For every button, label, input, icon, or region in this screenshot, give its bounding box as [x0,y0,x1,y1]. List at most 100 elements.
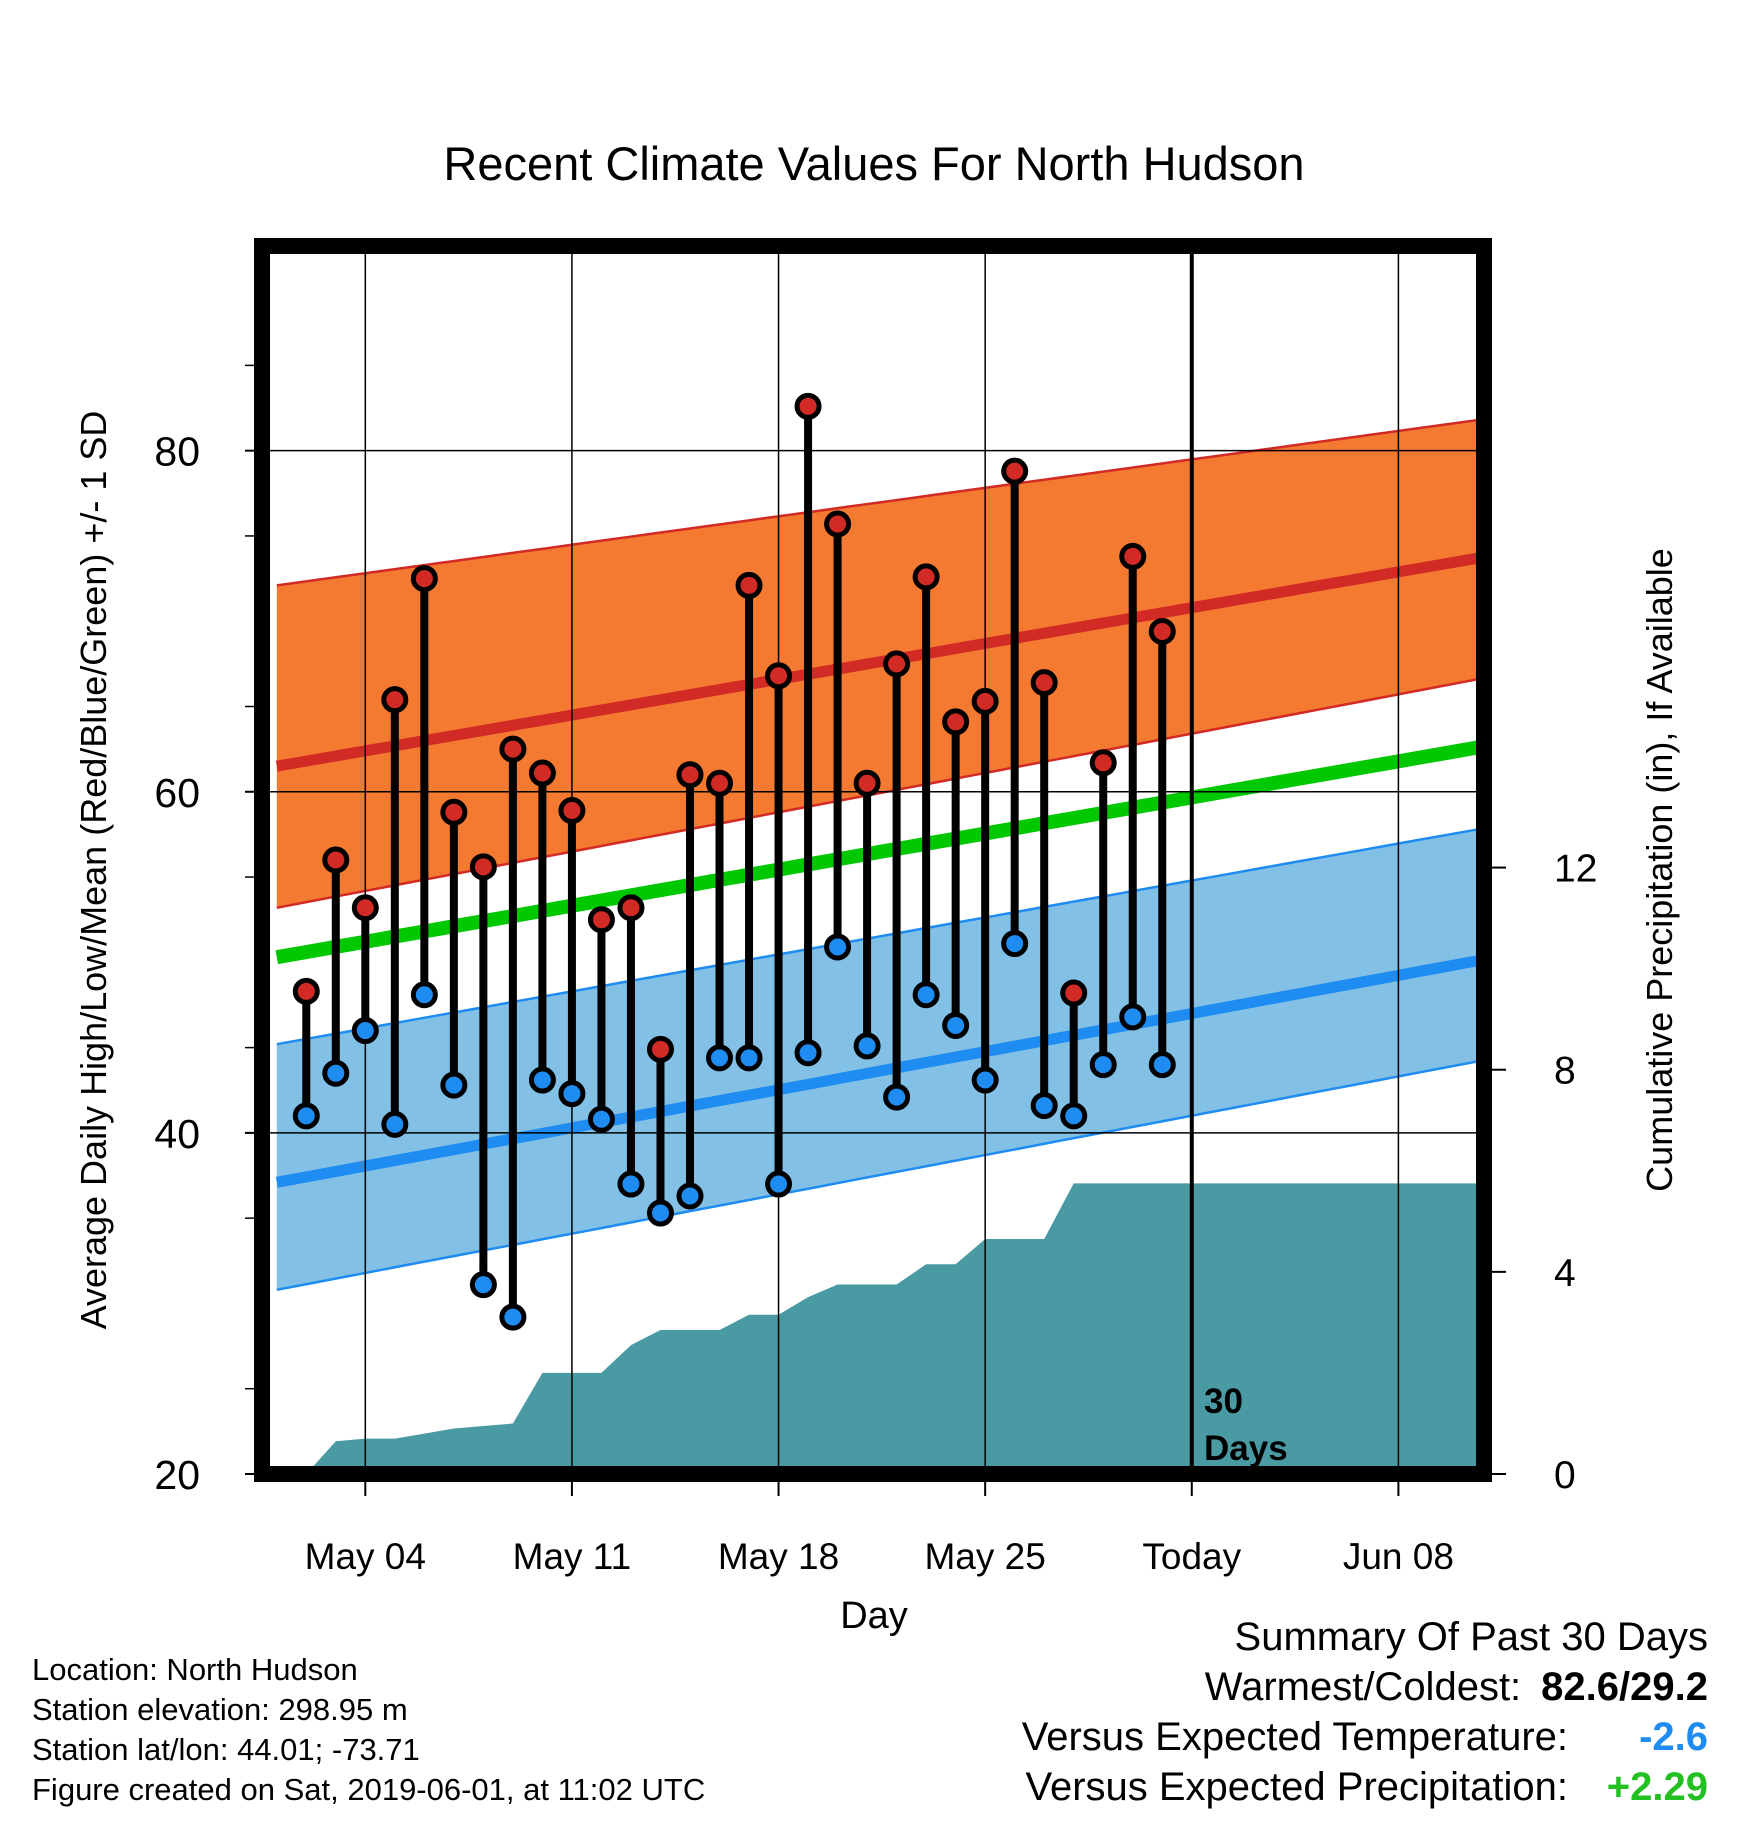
daily-high-point [1001,457,1029,485]
daily-high-point [706,769,734,797]
daily-low-point [292,1102,320,1130]
summary-precip-value: +2.29 [1606,1765,1708,1809]
summary-temp-label: Versus Expected Temperature: [1021,1715,1568,1759]
today-annotation-line2: Days [1204,1429,1288,1468]
y-tick-label-right: 4 [1554,1252,1576,1295]
daily-low-point [646,1199,674,1227]
daily-high-point [646,1035,674,1063]
daily-low-point [351,1017,379,1045]
low-sd-band [276,829,1479,1290]
high-plus-sd-line [276,418,1479,587]
daily-high-point [1148,617,1176,645]
summary-temp-value: -2.6 [1639,1715,1708,1759]
daily-low-point [322,1059,350,1087]
daily-low-point [735,1044,763,1072]
daily-low-point [853,1032,881,1060]
daily-high-point [587,906,615,934]
y-axis-label-left: Average Daily High/Low/Mean (Red/Blue/Gr… [73,411,114,1330]
daily-low-point [824,933,852,961]
y-tick-label-right: 8 [1554,1050,1576,1093]
daily-low-point [971,1066,999,1094]
daily-low-point [706,1044,734,1072]
x-tick-label: May 18 [718,1536,839,1577]
daily-high-point [735,571,763,599]
daily-high-point [617,894,645,922]
daily-high-point [292,977,320,1005]
today-annotation-line1: 30 [1204,1382,1243,1421]
daily-high-point [381,686,409,714]
daily-high-point [824,510,852,538]
station-info: Location: North Hudson Station elevation… [32,1650,705,1810]
daily-low-point [676,1182,704,1210]
daily-high-point [440,798,468,826]
daily-low-point [587,1105,615,1133]
daily-high-point [558,797,586,825]
daily-low-point [381,1110,409,1138]
y-tick-label-left: 80 [154,429,200,475]
y-axis-label-right: Cumulative Precipitation (in), If Availa… [1639,548,1680,1192]
daily-low-point [558,1080,586,1108]
daily-high-point [676,761,704,789]
daily-low-point [617,1170,645,1198]
low-plus-sd-line [276,828,1479,1046]
station-location: Location: North Hudson [32,1652,358,1687]
daily-low-point [1030,1092,1058,1120]
daily-high-point [499,735,527,763]
daily-low-point [942,1011,970,1039]
summary-temp-row: Versus Expected Temperature: -2.6 [1022,1712,1708,1762]
daily-high-point [853,769,881,797]
daily-low-point [1060,1102,1088,1130]
daily-high-point [971,687,999,715]
daily-high-point [942,708,970,736]
precip-area [276,1183,1479,1474]
daily-low-point [1119,1003,1147,1031]
plot-frame [254,238,1492,1482]
daily-high-point [883,650,911,678]
daily-low-point [912,981,940,1009]
daily-low-point [528,1066,556,1094]
summary-warmest-label: Warmest/Coldest: [1204,1665,1522,1709]
x-tick-label: May 25 [924,1536,1045,1577]
figure-created: Figure created on Sat, 2019-06-01, at 11… [32,1772,706,1807]
station-elevation: Station elevation: 298.95 m [32,1692,408,1727]
high-mean-line [275,552,1480,772]
x-tick-label: May 11 [513,1536,632,1577]
mean-line [275,740,1480,965]
x-tick-label: May 04 [305,1536,426,1577]
y-tick-label-left: 40 [154,1111,200,1157]
y-tick-label-left: 20 [154,1452,200,1498]
summary-panel: Summary Of Past 30 Days Warmest/Coldest:… [1022,1612,1708,1812]
summary-heading: Summary Of Past 30 Days [1234,1615,1708,1659]
daily-high-point [528,759,556,787]
daily-low-point [440,1071,468,1099]
daily-high-point [1089,749,1117,777]
daily-low-point [1001,930,1029,958]
daily-high-point [765,662,793,690]
daily-low-point [1148,1051,1176,1079]
low-mean-line [275,955,1480,1188]
daily-low-point [794,1039,822,1067]
daily-low-point [499,1303,527,1331]
daily-high-point [322,846,350,874]
daily-low-point [1089,1051,1117,1079]
y-tick-label-left: 60 [154,770,200,816]
daily-low-point [765,1170,793,1198]
daily-low-point [469,1271,497,1299]
x-axis-label: Day [840,1595,908,1637]
summary-precip-row: Versus Expected Precipitation: +2.29 [1022,1762,1708,1812]
daily-high-point [1030,669,1058,697]
daily-high-point [410,565,438,593]
daily-low-point [883,1083,911,1111]
today-annotation: 30 Days [1204,1382,1288,1468]
summary-warmest-value: 82.6/29.2 [1541,1665,1708,1709]
station-latlon: Station lat/lon: 44.01; -73.71 [32,1732,420,1767]
daily-high-point [469,853,497,881]
daily-high-point [912,563,940,591]
y-tick-label-right: 12 [1554,848,1597,891]
chart-title: Recent Climate Values For North Hudson [443,137,1304,190]
daily-high-point [1060,979,1088,1007]
summary-warmest-row: Warmest/Coldest: 82.6/29.2 [1022,1662,1708,1712]
low-minus-sd-line [276,1060,1479,1292]
daily-low-point [410,981,438,1009]
